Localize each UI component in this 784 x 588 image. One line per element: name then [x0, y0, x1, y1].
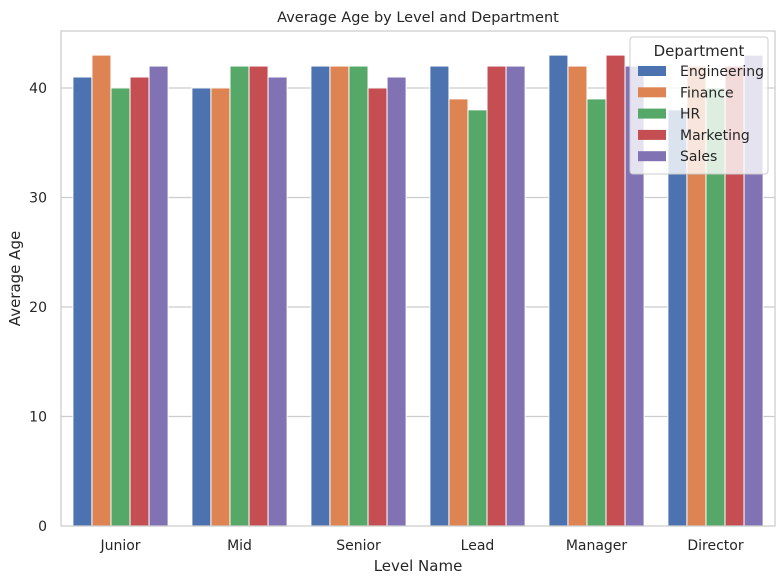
x-tick-label: Lead: [461, 538, 495, 554]
axes: [60, 30, 776, 527]
y-tick-label: 30: [29, 190, 47, 206]
bar-hr-junior: [110, 87, 131, 527]
legend-swatch-sales: [638, 151, 666, 162]
y-tick-labels: 0 10 20 30 40: [29, 81, 47, 535]
bar-sales-lead: [505, 65, 526, 527]
bar-finance-lead: [448, 98, 469, 527]
x-tick-label: Junior: [99, 538, 140, 554]
y-tick-label: 10: [29, 409, 47, 425]
bar-finance-manager: [567, 65, 588, 527]
bar-finance-junior: [91, 54, 112, 527]
x-tick-label: Director: [687, 538, 743, 554]
bar-sales-mid: [267, 76, 288, 527]
y-axis-label: Average Age: [6, 231, 24, 326]
bar-finance-senior: [329, 65, 350, 527]
bar-sales-senior: [386, 76, 407, 527]
legend-swatch-hr: [638, 108, 666, 119]
legend-swatch-marketing: [638, 129, 666, 140]
bar-engineering-mid: [191, 87, 212, 527]
legend-label-sales: Sales: [680, 149, 717, 165]
bar-engineering-junior: [72, 76, 93, 527]
legend-label-finance: Finance: [680, 85, 734, 101]
legend-label-hr: HR: [680, 107, 701, 123]
bar-marketing-manager: [605, 54, 626, 527]
bar-hr-mid: [229, 65, 250, 527]
x-tick-label: Manager: [566, 538, 628, 554]
x-tick-labels: Junior Mid Senior Lead Manager Director: [99, 538, 743, 554]
plot-frame: [60, 30, 776, 527]
legend-items: Engineering Finance HR Marketing Sales: [638, 64, 764, 165]
bar-engineering-senior: [310, 65, 331, 527]
legend-title: Department: [654, 42, 745, 60]
legend-swatch-finance: [638, 87, 666, 98]
bar-marketing-mid: [248, 65, 269, 527]
y-tick-label: 40: [29, 81, 47, 97]
chart-title: Average Age by Level and Department: [277, 10, 559, 26]
x-tick-label: Senior: [336, 538, 381, 554]
legend-label-marketing: Marketing: [680, 128, 750, 144]
legend-swatch-engineering: [638, 66, 666, 76]
bar-marketing-junior: [129, 76, 150, 527]
bar-hr-manager: [586, 98, 607, 527]
bar-engineering-manager: [548, 54, 569, 527]
y-tick-label: 20: [29, 300, 47, 316]
legend: Department Engineering Finance HR Marketing…: [629, 36, 769, 175]
bar-sales-junior: [148, 65, 169, 527]
bar-marketing-lead: [486, 65, 507, 527]
y-tick-label: 0: [38, 519, 47, 535]
bar-marketing-senior: [367, 87, 388, 527]
bar-hr-lead: [467, 109, 488, 527]
bar-hr-senior: [348, 65, 369, 527]
bars: [72, 54, 764, 527]
bar-engineering-lead: [429, 65, 450, 527]
x-tick-label: Mid: [227, 538, 252, 554]
legend-label-engineering: Engineering: [680, 64, 764, 80]
x-axis-label: Level Name: [374, 557, 463, 575]
bar-finance-mid: [210, 87, 231, 527]
